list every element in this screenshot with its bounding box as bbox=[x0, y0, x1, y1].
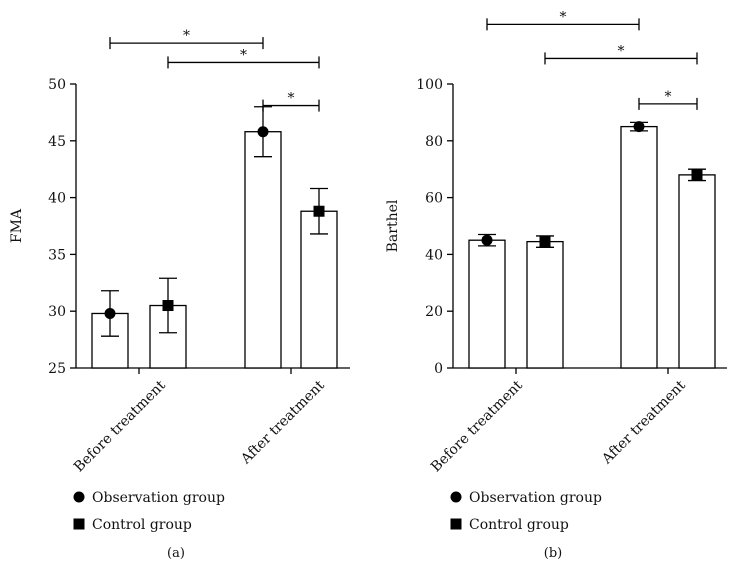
data-point-circle bbox=[481, 234, 493, 246]
bar bbox=[678, 174, 716, 369]
panel-a-fma-chart: 25 30 35 40 45 50 FMA Before treatment After tre… bbox=[9, 28, 350, 475]
y-tick-label: 45 bbox=[48, 134, 66, 150]
bar bbox=[244, 131, 282, 369]
y-axis-title: FMA bbox=[9, 208, 25, 243]
y-tick-label: 60 bbox=[425, 191, 443, 207]
legend-square-icon bbox=[73, 518, 85, 530]
x-category-label: After treatment bbox=[598, 377, 689, 468]
y-axis-title: Barthel bbox=[385, 199, 401, 252]
y-tick-label: 40 bbox=[48, 191, 66, 207]
legend-circle-icon bbox=[450, 491, 462, 503]
panel-b-barthel-chart: 0 20 40 60 80 100 Barthel Before treatment After… bbox=[385, 9, 727, 475]
legend-panel-b: Observation group Control group bbox=[450, 490, 602, 533]
data-point-square bbox=[313, 205, 325, 217]
data-point-circle bbox=[257, 126, 269, 138]
y-tick-label: 30 bbox=[48, 304, 66, 320]
y-tick-label: 0 bbox=[434, 361, 443, 377]
bar bbox=[620, 125, 658, 369]
significance-star: * bbox=[665, 89, 672, 105]
legend-panel-a: Observation group Control group bbox=[73, 490, 225, 533]
bar bbox=[300, 210, 338, 369]
bar bbox=[468, 239, 506, 369]
y-tick-label: 40 bbox=[425, 247, 443, 263]
significance-star: * bbox=[240, 47, 247, 63]
bar bbox=[526, 240, 564, 369]
legend-label-observation: Observation group bbox=[92, 490, 225, 506]
x-category-label: Before treatment bbox=[71, 377, 169, 475]
x-category-label: Before treatment bbox=[428, 377, 526, 475]
legend-label-control: Control group bbox=[92, 517, 192, 533]
y-tick-label: 25 bbox=[48, 361, 66, 377]
data-point-circle bbox=[104, 307, 116, 319]
legend-label-observation: Observation group bbox=[469, 490, 602, 506]
y-tick-label: 80 bbox=[425, 134, 443, 150]
data-point-square bbox=[691, 169, 703, 181]
significance-star: * bbox=[618, 43, 625, 59]
significance-star: * bbox=[183, 28, 190, 44]
significance-star: * bbox=[288, 91, 295, 107]
legend-circle-icon bbox=[73, 491, 85, 503]
legend-square-icon bbox=[450, 518, 462, 530]
significance-star: * bbox=[560, 9, 567, 25]
y-tick-label: 35 bbox=[48, 247, 66, 263]
y-tick-label: 100 bbox=[416, 77, 443, 93]
data-point-square bbox=[162, 300, 174, 312]
y-tick-label: 20 bbox=[425, 304, 443, 320]
data-point-circle bbox=[633, 121, 645, 133]
y-tick-label: 50 bbox=[48, 77, 66, 93]
panel-label-b: (b) bbox=[544, 546, 562, 561]
panel-label-a: (a) bbox=[167, 546, 185, 561]
legend-label-control: Control group bbox=[469, 517, 569, 533]
x-category-label: After treatment bbox=[237, 377, 328, 468]
data-point-square bbox=[539, 236, 551, 248]
